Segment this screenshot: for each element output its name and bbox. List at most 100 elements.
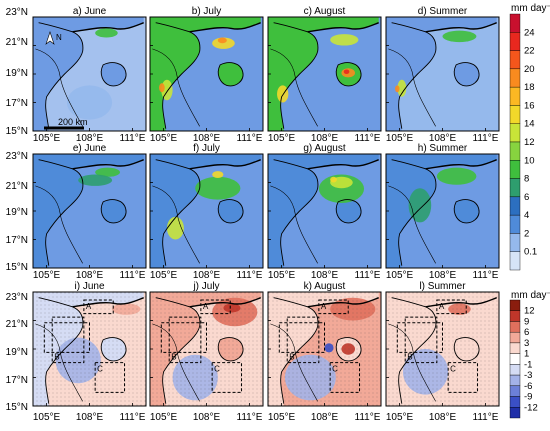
lat-tick: 19°N [6,347,28,358]
region-box-label: A [439,302,445,311]
coastline-north [189,159,261,170]
region-box [168,316,202,364]
coastline-north [307,159,379,170]
lat-tick: 21°N [6,319,28,330]
map-field [386,154,499,268]
island-fill [101,199,127,223]
border-line [152,323,200,402]
colorbar-swatch [509,396,521,408]
field-blob [436,167,477,185]
region-box-label: C [214,365,220,374]
colorbar-tick: 9 [524,316,529,327]
map-panel: A B Cl) Summer [385,281,500,407]
region-box [318,299,349,315]
island-fill [336,199,362,223]
lon-tick: 108°E [193,270,221,281]
panel-title: c) August [304,6,346,17]
colorbar-swatch [509,385,521,397]
island-fill [218,62,244,86]
colorbar-swatch [509,342,521,354]
coastline [273,297,319,404]
map-field [268,17,381,131]
colorbar-tick: -12 [524,402,538,413]
coastline [155,159,201,266]
colorbar-tick: 12 [524,306,535,317]
region-box-label: C [450,365,456,374]
map-panel: h) Summer [385,143,500,269]
border-line [388,48,436,127]
lat-tick: 19°N [6,207,28,218]
colorbar-swatch [509,353,521,365]
lat-axis-row-2: 23°N 21°N 19°N 17°N 15°N [6,151,28,273]
north-arrow-label: N [56,33,62,42]
coastline-north [425,159,497,170]
lon-tick: 111°E [473,133,499,144]
map-panel: g) August [267,143,382,269]
region-box [83,299,114,315]
colorbar-tick: 2 [524,228,529,239]
colorbar-swatch [509,251,521,271]
region-box-label: B [54,353,59,362]
lon-tick: 111°E [120,133,146,144]
field-blob [95,28,118,38]
coastline [273,159,319,266]
lon-tick: 105°E [150,270,178,281]
lat-tick: 15°N [6,126,28,137]
border-line [152,48,200,127]
lon-tick: 111°E [355,133,381,144]
colorbar-swatch [509,13,521,33]
island-fill [218,199,244,223]
colorbar-swatch [509,364,521,376]
colorbar-tick: -9 [524,392,532,403]
colorbar-tick: 14 [524,119,535,130]
lon-tick: 111°E [355,270,381,281]
region-box [51,316,85,364]
lon-tick: 111°E [473,270,499,281]
colorbar-swatch [509,331,521,344]
coastline-north [307,297,379,308]
colorbar-tick: 12 [524,137,535,148]
coastline-north [72,159,144,170]
region-box-label: B [171,353,176,362]
region-box [200,299,231,315]
lon-tick: 105°E [268,133,296,144]
field-blob [395,85,400,93]
field-blob [343,69,350,74]
colorbar-swatch [509,141,521,161]
lon-tick: 105°E [33,133,61,144]
region-box [404,316,438,364]
colorbar-swatch [509,214,521,234]
lon-tick: 111°E [473,412,499,423]
lat-tick: 17°N [6,98,28,109]
panel-title: a) June [73,6,107,17]
field-blob [159,83,165,93]
lon-tick: 105°E [268,412,296,423]
lon-tick: 108°E [311,270,339,281]
field-blob [78,174,113,186]
map-panel: b) July [149,6,264,132]
field-blob [161,79,173,101]
field-blob [66,85,113,120]
region-box-label: B [289,353,294,362]
map-field [386,17,499,131]
lon-tick: 108°E [193,133,221,144]
colorbar-swatch [509,86,521,106]
border-line [270,323,318,402]
colorbar-swatch [509,321,521,333]
field-blob [330,176,337,183]
colorbar-swatch [509,374,521,387]
coastline-north [72,297,144,308]
lat-axis-row-3: 23°N 21°N 19°N 17°N 15°N [6,292,28,413]
panel-title: b) July [192,6,221,17]
border-line [35,48,83,127]
border-line [270,185,318,264]
coastline-north [189,297,261,308]
colorbar-tick: -1 [524,359,532,370]
region-box [43,322,90,353]
colorbar-swatch [509,178,521,198]
lon-tick: 105°E [386,133,414,144]
lon-tick: 105°E [33,270,61,281]
island-fill [454,199,480,223]
map-panel: d) Summer [385,6,500,132]
